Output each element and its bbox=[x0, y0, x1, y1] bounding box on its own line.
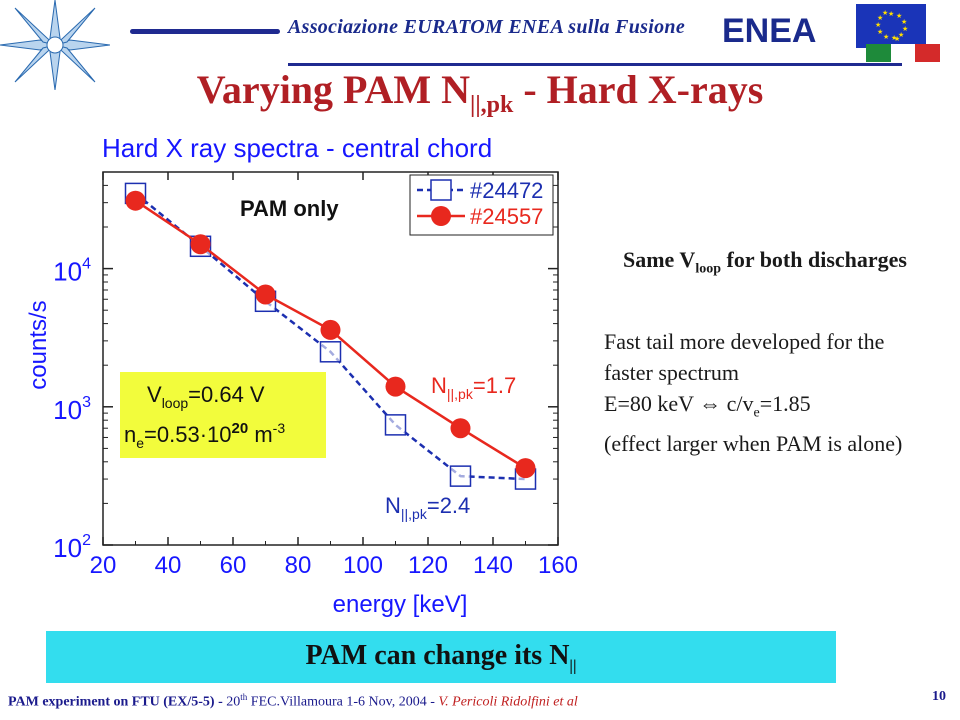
footer-citation: PAM experiment on FTU (EX/5-5) - 20th FE… bbox=[8, 692, 578, 710]
npk-red-label: N||,pk=1.7 bbox=[431, 373, 516, 402]
svg-text:★: ★ bbox=[877, 28, 883, 36]
notes-body: Fast tail more developed for the faster … bbox=[604, 326, 934, 459]
x-tick-label: 20 bbox=[90, 552, 117, 579]
svg-text:★: ★ bbox=[894, 35, 900, 43]
marker-circle bbox=[385, 376, 406, 397]
notes-heading: Same Vloop for both discharges bbox=[622, 247, 907, 277]
legend-label-1: #24557 bbox=[470, 204, 543, 229]
x-axis-label: energy [keV] bbox=[333, 591, 468, 618]
x-tick-label: 120 bbox=[408, 552, 448, 579]
vloop-label: Vloop=0.64 V bbox=[147, 382, 265, 411]
title-main: Varying PAM N bbox=[196, 67, 471, 112]
params-box bbox=[120, 372, 326, 458]
x-tick-label: 100 bbox=[343, 552, 383, 579]
x-tick-label: 60 bbox=[220, 552, 247, 579]
x-tick-label: 140 bbox=[473, 552, 513, 579]
note-line-1: Fast tail more developed for the faster … bbox=[604, 329, 885, 385]
legend-label-0: #24472 bbox=[470, 178, 543, 203]
banner-text: PAM can change its N|| bbox=[305, 640, 577, 675]
x-tick-label: 160 bbox=[538, 552, 578, 579]
svg-text:★: ★ bbox=[883, 33, 889, 41]
hxr-spectra-chart: 20 40 60 80 100 120 140 160 102 103 104 #24472#245… bbox=[25, 171, 578, 618]
title-rest: - Hard X-rays bbox=[513, 67, 764, 112]
x-tick-label: 80 bbox=[285, 552, 312, 579]
legend-marker-circle bbox=[431, 206, 451, 226]
marker-circle bbox=[125, 190, 146, 211]
svg-text:★: ★ bbox=[901, 18, 907, 26]
star-logo bbox=[0, 0, 110, 90]
marker-square bbox=[384, 414, 407, 436]
title-sub: ||,pk bbox=[470, 92, 514, 118]
legend-marker-square bbox=[430, 179, 452, 201]
svg-text:★: ★ bbox=[896, 12, 902, 20]
header-rule-2 bbox=[288, 63, 902, 66]
note-line-2: E=80 keV ⇔ c/ve=1.85 bbox=[604, 391, 811, 421]
marker-square bbox=[319, 341, 342, 363]
slide-title: Varying PAM N||,pk - Hard X-rays bbox=[0, 66, 960, 119]
svg-text:★: ★ bbox=[891, 34, 897, 42]
marker-circle bbox=[320, 319, 341, 340]
y-tick-label: 103 bbox=[53, 394, 91, 425]
svg-text:★: ★ bbox=[898, 31, 904, 39]
svg-text:★: ★ bbox=[902, 25, 908, 33]
svg-text:★: ★ bbox=[877, 14, 883, 22]
y-axis-label: counts/s bbox=[25, 300, 52, 389]
svg-text:★: ★ bbox=[882, 9, 888, 17]
enea-logo: ENEA bbox=[722, 12, 816, 48]
page-number: 10 bbox=[932, 689, 946, 704]
svg-text:★: ★ bbox=[875, 21, 881, 29]
y-tick-label: 102 bbox=[53, 532, 91, 563]
enea-logo-text: ENEA bbox=[722, 12, 816, 48]
marker-circle bbox=[450, 418, 471, 439]
ne-label: ne=0.53·1020 m-3 bbox=[124, 420, 285, 451]
note-line-3: (effect larger when PAM is alone) bbox=[604, 431, 903, 457]
pam-only-label: PAM only bbox=[240, 196, 339, 221]
association-name: Associazione EURATOM ENEA sulla Fusione bbox=[288, 16, 686, 38]
marker-circle bbox=[190, 234, 211, 255]
conclusion-banner: PAM can change its N|| bbox=[46, 631, 836, 683]
svg-text:★: ★ bbox=[888, 10, 894, 18]
marker-circle bbox=[255, 284, 276, 305]
header-rule bbox=[130, 29, 280, 34]
italy-flag-icon bbox=[866, 44, 940, 62]
npk-blue-label: N||,pk=2.4 bbox=[385, 493, 470, 522]
x-tick-label: 40 bbox=[155, 552, 182, 579]
eu-flag-icon: ★ ★ ★ ★ ★ ★ ★ ★ ★ ★ ★ ★ bbox=[856, 4, 926, 48]
y-tick-label: 104 bbox=[53, 256, 91, 287]
marker-square bbox=[449, 465, 472, 487]
chart-title: Hard X ray spectra - central chord bbox=[102, 133, 493, 163]
marker-circle bbox=[515, 458, 536, 479]
